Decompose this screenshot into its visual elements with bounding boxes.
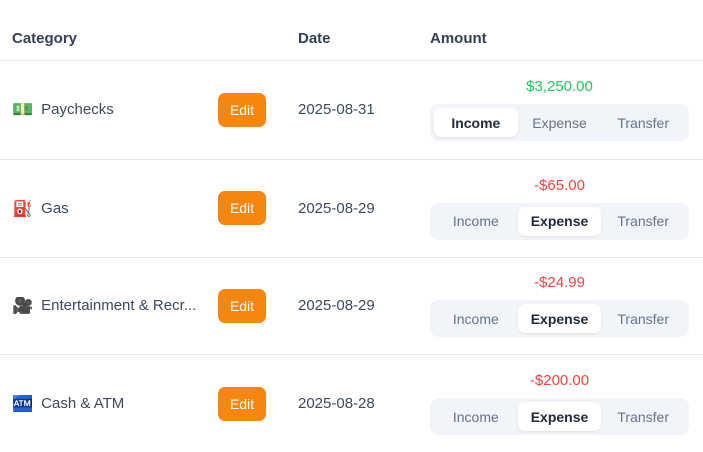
category-name: Entertainment & Recr...: [41, 297, 197, 315]
transaction-amount: -$65.00: [534, 176, 585, 194]
transaction-type-segmented-control: Income Expense Transfer: [430, 104, 689, 142]
transaction-date: 2025-08-29: [298, 199, 375, 217]
edit-cell: Edit: [218, 92, 266, 127]
table-row: 💵 Paychecks Edit 2025-08-31 $3,250.00 In…: [0, 61, 703, 159]
movie-camera-icon: 🎥: [12, 297, 34, 315]
transaction-amount: -$24.99: [534, 274, 585, 292]
edit-cell: Edit: [218, 191, 266, 226]
amount-cell: -$65.00 Income Expense Transfer: [430, 177, 689, 240]
table-body: 💵 Paychecks Edit 2025-08-31 $3,250.00 In…: [0, 61, 703, 452]
banknote-icon: 💵: [12, 101, 34, 119]
category-cell: ⛽ Gas: [12, 200, 218, 217]
atm-icon: 🏧: [12, 395, 34, 413]
edit-cell: Edit: [218, 386, 266, 421]
edit-button[interactable]: Edit: [218, 92, 266, 127]
category-cell: 🎥 Entertainment & Recr...: [12, 297, 218, 314]
type-toggle-expense-button[interactable]: Expense: [518, 108, 602, 137]
edit-button[interactable]: Edit: [218, 191, 266, 226]
transaction-type-segmented-control: Income Expense Transfer: [430, 398, 689, 436]
transaction-date: 2025-08-29: [298, 297, 375, 315]
type-toggle-income-button[interactable]: Income: [434, 402, 518, 431]
type-toggle-transfer-button[interactable]: Transfer: [601, 402, 685, 431]
amount-cell: -$24.99 Income Expense Transfer: [430, 274, 689, 338]
transaction-amount: -$200.00: [529, 372, 590, 390]
amount-cell: -$200.00 Income Expense Transfer: [430, 372, 689, 436]
category-name: Gas: [41, 199, 69, 217]
category-name: Cash & ATM: [41, 395, 125, 413]
column-header-date: Date: [298, 30, 331, 47]
category-cell: 💵 Paychecks: [12, 101, 218, 118]
edit-button[interactable]: Edit: [218, 288, 266, 323]
edit-cell: Edit: [218, 288, 266, 323]
table-header-row: Category Date Amount: [0, 0, 703, 61]
transaction-amount: $3,250.00: [526, 78, 593, 96]
amount-cell: $3,250.00 Income Expense Transfer: [430, 78, 689, 142]
type-toggle-transfer-button[interactable]: Transfer: [601, 108, 685, 137]
type-toggle-transfer-button[interactable]: Transfer: [601, 207, 685, 236]
type-toggle-expense-button[interactable]: Expense: [517, 402, 602, 432]
column-header-amount: Amount: [430, 30, 487, 47]
table-row: ⛽ Gas Edit 2025-08-29 -$65.00 Income Expe…: [0, 158, 703, 257]
transaction-date: 2025-08-31: [298, 101, 375, 119]
fuel-pump-icon: ⛽: [12, 199, 34, 217]
column-header-category: Category: [12, 30, 78, 47]
type-toggle-income-button[interactable]: Income: [434, 304, 518, 333]
category-name: Paychecks: [41, 101, 114, 119]
table-row: 🎥 Entertainment & Recr... Edit 2025-08-2…: [0, 256, 703, 355]
type-toggle-income-button[interactable]: Income: [434, 108, 518, 138]
transaction-type-segmented-control: Income Expense Transfer: [430, 202, 689, 240]
type-toggle-transfer-button[interactable]: Transfer: [601, 304, 685, 333]
type-toggle-expense-button[interactable]: Expense: [517, 206, 602, 236]
table-row: 🏧 Cash & ATM Edit 2025-08-28 -$200.00 In…: [0, 354, 703, 452]
transaction-date: 2025-08-28: [298, 395, 375, 413]
edit-button[interactable]: Edit: [218, 386, 266, 421]
type-toggle-income-button[interactable]: Income: [434, 207, 518, 236]
type-toggle-expense-button[interactable]: Expense: [517, 304, 602, 334]
category-cell: 🏧 Cash & ATM: [12, 395, 218, 412]
column-header-edit-spacer: [218, 47, 266, 60]
transaction-type-segmented-control: Income Expense Transfer: [430, 300, 689, 338]
